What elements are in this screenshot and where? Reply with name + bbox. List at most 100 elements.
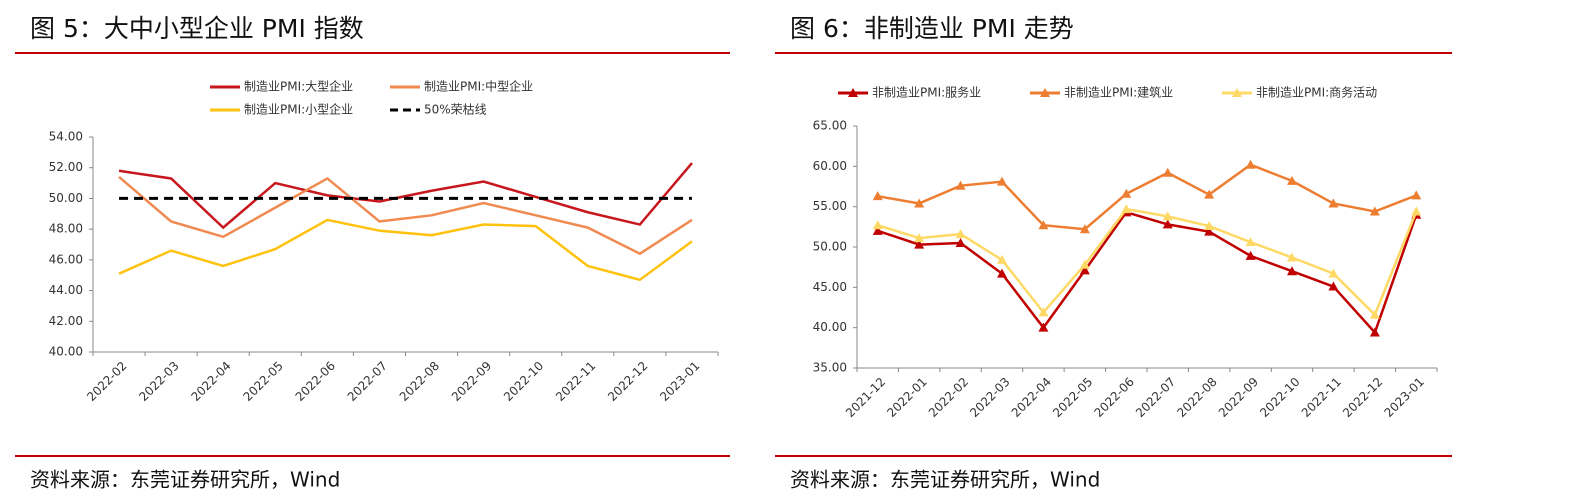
chart-title: 图 5：大中小型企业 PMI 指数 (30, 14, 364, 43)
marker (872, 220, 883, 230)
legend-marker (848, 88, 858, 97)
marker (1204, 226, 1215, 236)
marker (914, 239, 925, 249)
marker (955, 180, 966, 190)
marker (914, 233, 925, 243)
x-tick-label: 2022-08 (1174, 375, 1219, 420)
x-tick-label: 2022-02 (84, 359, 129, 404)
marker (1369, 309, 1380, 319)
legend-label: 制造业PMI:小型企业 (244, 102, 353, 117)
y-tick-label: 48.00 (49, 222, 83, 236)
y-tick-label: 46.00 (49, 252, 83, 266)
x-tick-label: 2022-05 (1050, 375, 1095, 420)
y-tick-label: 40.00 (49, 345, 83, 359)
series-line (877, 163, 1417, 231)
marker (1287, 252, 1297, 262)
x-tick-label: 2022-12 (605, 359, 650, 404)
x-tick-label: 2022-05 (241, 359, 286, 404)
marker (1121, 204, 1132, 214)
y-tick-label: 55.00 (813, 199, 847, 213)
y-tick-label: 54.00 (49, 130, 83, 144)
marker (872, 225, 883, 235)
y-tick-label: 45.00 (813, 280, 847, 294)
x-tick-label: 2022-04 (188, 359, 233, 404)
series-line (118, 175, 693, 256)
y-tick-label: 35.00 (813, 361, 847, 375)
legend-marker (1040, 88, 1050, 97)
marker (914, 198, 925, 208)
x-tick-label: 2022-10 (501, 359, 546, 404)
source: 资料来源：东莞证券研究所，Wind (30, 468, 340, 492)
x-tick-label: 2022-09 (1216, 375, 1261, 420)
series-line (877, 210, 1418, 335)
legend-label: 50%荣枯线 (424, 102, 487, 117)
x-tick-label: 2022-06 (1092, 375, 1137, 420)
marker (1328, 268, 1339, 278)
marker (1038, 307, 1049, 317)
x-tick-label: 2022-07 (345, 359, 390, 404)
marker (1369, 327, 1380, 337)
y-tick-label: 52.00 (49, 160, 83, 174)
legend-label: 非制造业PMI:建筑业 (1064, 85, 1173, 100)
x-tick-label: 2022-08 (397, 359, 442, 404)
x-tick-label: 2023-01 (657, 359, 702, 404)
marker (1038, 322, 1049, 332)
marker (1121, 188, 1132, 198)
marker (1411, 206, 1422, 216)
y-tick-label: 42.00 (49, 314, 83, 328)
legend-label: 非制造业PMI:商务活动 (1256, 85, 1377, 100)
x-tick-label: 2021-12 (843, 375, 888, 420)
marker (1162, 219, 1173, 229)
marker (997, 268, 1007, 278)
x-tick-label: 2022-11 (553, 359, 598, 404)
marker (1411, 190, 1422, 200)
marker (1079, 265, 1090, 275)
y-tick-label: 50.00 (813, 240, 847, 254)
series-line (118, 162, 693, 230)
marker (1204, 221, 1215, 231)
x-tick-label: 2022-11 (1299, 375, 1344, 420)
x-tick-label: 2022-04 (1009, 375, 1054, 420)
x-tick-label: 2022-07 (1133, 375, 1178, 420)
marker (1287, 266, 1297, 276)
legend-label: 非制造业PMI:服务业 (872, 85, 981, 100)
series-line (118, 218, 693, 282)
marker (997, 254, 1007, 264)
y-tick-label: 50.00 (49, 191, 83, 205)
marker (997, 176, 1007, 186)
x-tick-label: 2022-06 (293, 359, 338, 404)
x-tick-label: 2022-03 (136, 359, 181, 404)
legend-marker (1232, 88, 1242, 97)
legend-label: 制造业PMI:大型企业 (244, 79, 353, 94)
x-tick-label: 2022-09 (449, 359, 494, 404)
marker (1162, 211, 1173, 221)
marker (1245, 237, 1256, 247)
marker (1162, 167, 1173, 177)
series-line (877, 207, 1418, 317)
x-tick-label: 2022-10 (1257, 375, 1302, 420)
x-tick-label: 2022-03 (967, 375, 1012, 420)
marker (1079, 259, 1090, 269)
x-tick-label: 2022-01 (884, 375, 929, 420)
x-tick-label: 2022-12 (1340, 375, 1385, 420)
marker (1328, 198, 1339, 208)
marker (955, 237, 966, 247)
marker (1245, 250, 1256, 260)
marker (1369, 206, 1380, 216)
marker (955, 229, 966, 239)
marker (1038, 220, 1049, 230)
marker (1204, 189, 1215, 199)
marker (1328, 281, 1339, 291)
chart-title: 图 6：非制造业 PMI 走势 (790, 14, 1074, 43)
marker (872, 191, 883, 201)
y-tick-label: 40.00 (813, 320, 847, 334)
x-tick-label: 2023-01 (1382, 375, 1427, 420)
y-tick-label: 65.00 (813, 119, 847, 133)
legend-label: 制造业PMI:中型企业 (424, 79, 533, 94)
marker (1079, 224, 1090, 234)
marker (1245, 159, 1256, 169)
marker (1287, 175, 1297, 185)
x-tick-label: 2022-02 (926, 375, 971, 420)
source: 资料来源：东莞证券研究所，Wind (790, 468, 1100, 492)
